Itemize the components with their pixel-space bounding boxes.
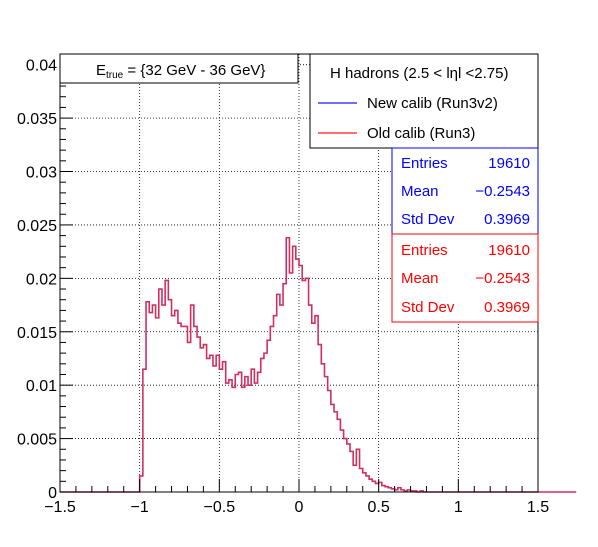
legend-header: H hadrons (2.5 < lηl <2.75) <box>330 65 508 82</box>
x-tick-label: −0.5 <box>204 499 236 516</box>
x-tick-label: −1.5 <box>44 499 76 516</box>
x-tick-label: −1 <box>131 499 149 516</box>
stats-entries-value: 19610 <box>488 242 530 259</box>
y-tick-label: 0.015 <box>17 325 57 342</box>
energy-subscript: true <box>106 70 124 81</box>
tick-labels: −1.5 −1 −0.5 0 0.5 1 1.5 0 0.005 0.01 0.015 0.02 0.0… <box>17 58 549 516</box>
stats-stddev-label: Std Dev <box>401 299 455 316</box>
y-tick-label: 0.025 <box>17 218 57 235</box>
stats-entries-label: Entries <box>401 242 448 259</box>
stats-mean-label: Mean <box>401 183 439 200</box>
y-tick-label: 0.005 <box>17 432 57 449</box>
stats-mean-label: Mean <box>401 270 439 287</box>
stats-entries-label: Entries <box>401 155 448 172</box>
y-tick-label: 0 <box>48 485 57 502</box>
x-tick-label: 1 <box>454 499 463 516</box>
svg-text:Etrue = {32 GeV - 36 GeV}: Etrue = {32 GeV - 36 GeV} <box>96 62 265 81</box>
stats-stddev-label: Std Dev <box>401 211 455 228</box>
stats-mean-value: −0.2543 <box>475 270 530 287</box>
stats-box-old-calib: Entries 19610 Mean −0.2543 Std Dev 0.396… <box>391 233 539 323</box>
stats-box-new-calib: Entries 19610 Mean −0.2543 Std Dev 0.396… <box>391 147 539 235</box>
legend-label-old-calib: Old calib (Run3) <box>367 125 475 142</box>
stats-mean-value: −0.2543 <box>475 183 530 200</box>
y-tick-label: 0.03 <box>26 165 57 182</box>
energy-range: = {32 GeV - 36 GeV} <box>123 62 265 79</box>
y-tick-label: 0.035 <box>17 111 57 128</box>
x-tick-label: 1.5 <box>527 499 549 516</box>
y-tick-label: 0.01 <box>26 378 57 395</box>
energy-label: E <box>96 62 106 79</box>
y-tick-label: 0.04 <box>26 58 57 75</box>
energy-range-box: Etrue = {32 GeV - 36 GeV} <box>59 53 299 84</box>
stats-stddev-value: 0.3969 <box>484 299 530 316</box>
stats-stddev-value: 0.3969 <box>484 211 530 228</box>
legend-label-new-calib: New calib (Run3v2) <box>367 95 498 112</box>
legend: H hadrons (2.5 < lηl <2.75) New calib (R… <box>309 53 539 149</box>
x-tick-label: 0.5 <box>368 499 390 516</box>
y-tick-label: 0.02 <box>26 271 57 288</box>
x-tick-label: 0 <box>295 499 304 516</box>
stats-entries-value: 19610 <box>488 155 530 172</box>
